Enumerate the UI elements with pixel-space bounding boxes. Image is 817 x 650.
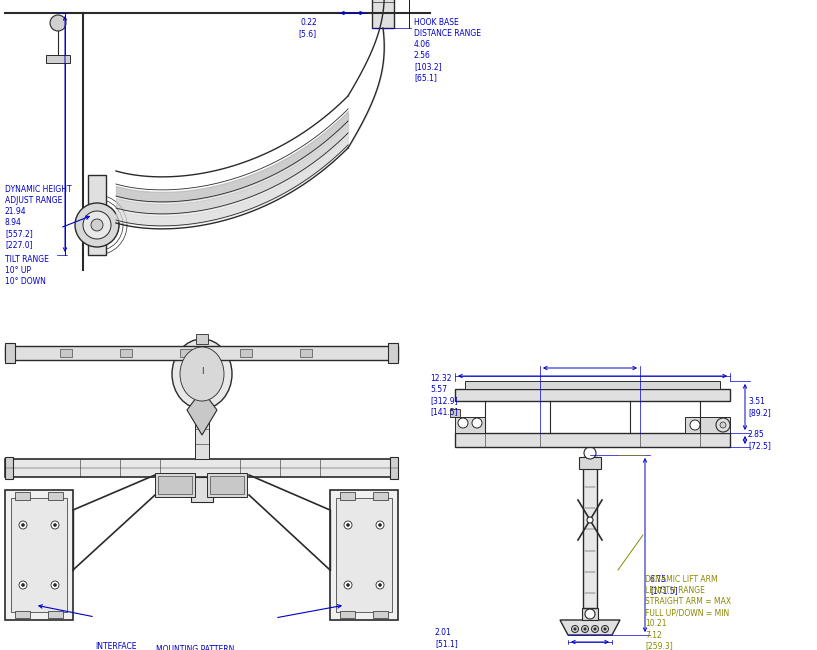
Polygon shape bbox=[560, 620, 620, 635]
Circle shape bbox=[458, 418, 468, 428]
Text: DYNAMIC HEIGHT
ADJUST RANGE
21.94
8.94
[557.2]
[227.0]: DYNAMIC HEIGHT ADJUST RANGE 21.94 8.94 [… bbox=[5, 185, 72, 250]
Bar bbox=[60, 349, 72, 357]
Text: 12.32
5.57
[312.9]
[141.5]: 12.32 5.57 [312.9] [141.5] bbox=[430, 374, 458, 416]
Text: TILT RANGE
10° UP
10° DOWN: TILT RANGE 10° UP 10° DOWN bbox=[5, 255, 49, 286]
Bar bbox=[11, 498, 67, 612]
Text: HOOK BASE
DISTANCE RANGE
4.06
2.56
[103.2]
[65.1]: HOOK BASE DISTANCE RANGE 4.06 2.56 [103.… bbox=[414, 18, 481, 83]
Circle shape bbox=[592, 625, 599, 632]
Circle shape bbox=[346, 523, 350, 526]
Circle shape bbox=[472, 418, 482, 428]
Bar bbox=[330, 490, 398, 620]
Bar bbox=[340, 492, 355, 500]
Circle shape bbox=[584, 447, 596, 459]
Bar bbox=[15, 611, 30, 618]
Circle shape bbox=[582, 625, 588, 632]
Circle shape bbox=[690, 420, 700, 430]
Bar bbox=[88, 175, 106, 255]
Circle shape bbox=[19, 581, 27, 589]
Text: 2.85
[72.5]: 2.85 [72.5] bbox=[748, 430, 771, 450]
Bar bbox=[450, 409, 460, 417]
Text: 3.51
[89.2]: 3.51 [89.2] bbox=[748, 397, 770, 417]
Bar bbox=[48, 492, 63, 500]
Bar bbox=[158, 476, 192, 494]
Text: 6.75
[171.5]: 6.75 [171.5] bbox=[650, 575, 677, 595]
Circle shape bbox=[574, 628, 576, 630]
Circle shape bbox=[585, 609, 595, 619]
Circle shape bbox=[344, 521, 352, 529]
Text: INTERFACE
ROTATION
RANGE
±90°: INTERFACE ROTATION RANGE ±90° bbox=[95, 642, 136, 650]
Circle shape bbox=[720, 422, 726, 428]
Circle shape bbox=[53, 523, 56, 526]
Bar bbox=[240, 349, 252, 357]
Bar bbox=[46, 55, 70, 63]
Circle shape bbox=[572, 625, 578, 632]
Text: I: I bbox=[201, 367, 203, 376]
Text: 0.22
[5.6]: 0.22 [5.6] bbox=[299, 18, 317, 38]
Ellipse shape bbox=[172, 339, 232, 409]
Bar bbox=[388, 343, 398, 363]
Circle shape bbox=[604, 628, 606, 630]
Circle shape bbox=[344, 581, 352, 589]
Text: 2.01
[51.1]: 2.01 [51.1] bbox=[435, 628, 458, 648]
Bar bbox=[195, 409, 209, 459]
Bar bbox=[455, 389, 730, 401]
Circle shape bbox=[51, 521, 59, 529]
Bar bbox=[5, 343, 15, 363]
Bar bbox=[5, 490, 73, 620]
Bar bbox=[583, 457, 597, 608]
Circle shape bbox=[378, 523, 382, 526]
Circle shape bbox=[594, 628, 596, 630]
Bar bbox=[155, 473, 195, 497]
Circle shape bbox=[21, 584, 25, 586]
Circle shape bbox=[376, 581, 384, 589]
Bar bbox=[15, 492, 30, 500]
Bar bbox=[582, 608, 598, 620]
Bar bbox=[210, 476, 244, 494]
Bar bbox=[455, 433, 730, 447]
Circle shape bbox=[21, 523, 25, 526]
Circle shape bbox=[346, 584, 350, 586]
Bar bbox=[465, 381, 720, 389]
Bar bbox=[390, 457, 398, 479]
Circle shape bbox=[50, 15, 66, 31]
Bar bbox=[120, 349, 132, 357]
Text: DYNAMIC LIFT ARM
LENGTH RANGE
STRAIGHT ARM = MAX
FULL UP/DOWN = MIN
10.21
7.12
[: DYNAMIC LIFT ARM LENGTH RANGE STRAIGHT A… bbox=[645, 575, 731, 650]
Bar bbox=[579, 457, 601, 469]
Bar bbox=[685, 417, 730, 433]
Circle shape bbox=[587, 517, 593, 523]
Circle shape bbox=[75, 203, 119, 247]
Circle shape bbox=[601, 625, 609, 632]
Circle shape bbox=[53, 584, 56, 586]
Bar bbox=[5, 346, 398, 360]
Circle shape bbox=[716, 418, 730, 432]
Circle shape bbox=[376, 521, 384, 529]
Bar bbox=[300, 349, 312, 357]
Bar bbox=[5, 459, 398, 477]
Text: MOUNTING PATTERN
COMPATIBILITY
100 X 100
75 X 75: MOUNTING PATTERN COMPATIBILITY 100 X 100… bbox=[156, 645, 234, 650]
Circle shape bbox=[378, 584, 382, 586]
Bar bbox=[340, 611, 355, 618]
Bar bbox=[373, 611, 388, 618]
Bar bbox=[48, 611, 63, 618]
Circle shape bbox=[19, 521, 27, 529]
Circle shape bbox=[51, 581, 59, 589]
Bar bbox=[207, 473, 247, 497]
Bar bbox=[196, 334, 208, 344]
Ellipse shape bbox=[180, 347, 224, 401]
Bar bbox=[336, 498, 392, 612]
Bar bbox=[455, 417, 485, 433]
Bar bbox=[372, 0, 394, 28]
Circle shape bbox=[83, 211, 111, 239]
Bar bbox=[5, 457, 13, 479]
Bar bbox=[373, 492, 388, 500]
Circle shape bbox=[91, 219, 103, 231]
Bar bbox=[180, 349, 192, 357]
Polygon shape bbox=[187, 390, 217, 435]
Circle shape bbox=[584, 628, 587, 630]
Bar bbox=[191, 477, 213, 502]
